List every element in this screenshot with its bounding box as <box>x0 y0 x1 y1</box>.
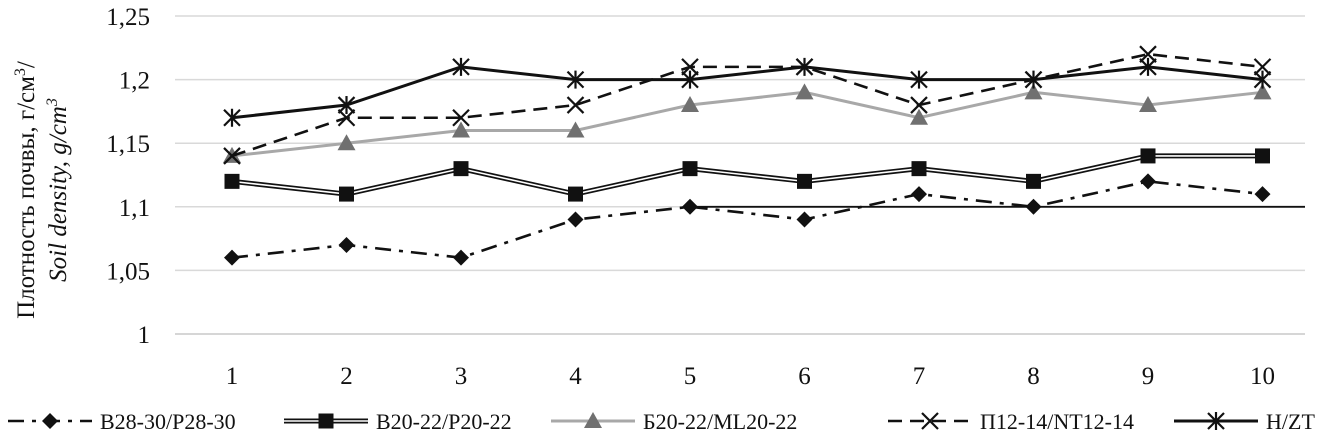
data-point <box>682 198 698 215</box>
y-tick-label: 1,15 <box>106 131 150 158</box>
data-point <box>911 161 927 177</box>
data-point <box>681 70 699 89</box>
data-point <box>682 161 698 177</box>
series-group <box>223 45 1272 266</box>
data-point <box>1255 148 1270 164</box>
x-tick-label: 9 <box>1142 363 1155 390</box>
data-point <box>681 96 699 113</box>
data-point <box>566 96 585 114</box>
data-point <box>910 108 928 125</box>
data-point <box>797 173 812 189</box>
series-line <box>231 52 1263 158</box>
data-point <box>223 108 241 127</box>
legend-marker <box>921 412 939 430</box>
y-tick-label: 1 <box>138 322 151 349</box>
y-tick-label: 1,05 <box>106 258 150 285</box>
data-point <box>568 186 583 202</box>
legend-label: П12-14/NT12-14 <box>980 409 1134 434</box>
data-point <box>1253 83 1272 100</box>
y-tick-label: 1,1 <box>119 195 150 222</box>
data-point <box>566 70 585 89</box>
data-point <box>452 108 470 127</box>
legend-item: П12-14/NT12-14 <box>888 409 1134 434</box>
data-point <box>796 211 813 228</box>
legend: В28-30/P28-30 В20-22/P20-22 Б20-22/ML20-22… <box>8 409 1315 434</box>
x-tick-label: 5 <box>684 363 697 390</box>
x-tick-label: 1 <box>226 363 239 390</box>
data-point <box>453 161 469 177</box>
legend-item: В20-22/P20-22 <box>284 409 512 434</box>
data-point <box>1139 96 1157 113</box>
data-point <box>337 96 356 115</box>
x-tick-labels: 1 2 3 4 5 6 7 8 9 10 <box>226 363 1275 390</box>
data-point <box>338 236 355 253</box>
data-point <box>453 249 469 266</box>
legend-item: В28-30/P28-30 <box>8 409 236 434</box>
x-tick-label: 2 <box>340 363 353 390</box>
data-point <box>1024 83 1043 100</box>
data-point <box>1253 58 1272 76</box>
data-point <box>337 134 356 151</box>
data-point <box>337 108 356 127</box>
x-tick-label: 10 <box>1250 363 1275 390</box>
data-point <box>1026 173 1041 189</box>
data-point <box>1140 148 1156 164</box>
data-point <box>339 186 354 202</box>
legend-label: Б20-22/ML20-22 <box>643 409 797 434</box>
x-tick-label: 8 <box>1027 363 1040 390</box>
data-point <box>1254 186 1271 203</box>
y-axis-title: Плотность почвы, г/см3/Soil density, g/c… <box>12 61 72 319</box>
legend-label: В28-30/P28-30 <box>100 409 236 434</box>
y-tick-label: 1,25 <box>106 4 150 31</box>
data-point <box>911 186 927 203</box>
legend-label: Н/ZT <box>1266 409 1315 434</box>
data-point <box>1140 173 1156 190</box>
legend-marker <box>584 412 602 428</box>
y-axis-title-line1: Плотность почвы, г/см3/ <box>12 61 40 319</box>
legend-marker <box>1207 412 1225 430</box>
y-tick-labels: 1 1,05 1,1 1,15 1,2 1,25 <box>106 4 150 349</box>
legend-label: В20-22/P20-22 <box>376 409 512 434</box>
x-tick-label: 7 <box>913 363 926 390</box>
y-axis-title-line2: Soil density, g/cm3 <box>44 98 72 282</box>
data-point <box>1025 198 1042 215</box>
data-point <box>452 121 470 138</box>
series-line <box>231 90 1263 158</box>
data-point <box>567 211 584 228</box>
x-tick-label: 4 <box>569 363 582 390</box>
data-point <box>795 83 814 100</box>
y-tick-label: 1,2 <box>119 68 150 95</box>
data-point <box>1253 70 1272 89</box>
series-4 <box>223 45 1272 165</box>
data-point <box>910 70 928 89</box>
data-point <box>223 147 241 165</box>
series-line-inner <box>231 155 1263 195</box>
data-point <box>224 173 240 189</box>
legend-item: Н/ZT <box>1174 409 1315 434</box>
data-point <box>566 121 585 138</box>
data-point <box>910 96 928 114</box>
data-point <box>224 249 240 266</box>
x-tick-label: 3 <box>455 363 468 390</box>
legend-marker <box>42 413 58 429</box>
series-5 <box>223 57 1272 127</box>
series-2 <box>224 148 1270 202</box>
data-point <box>1139 57 1157 76</box>
legend-item: Б20-22/ML20-22 <box>551 409 797 434</box>
series-line <box>231 180 1263 260</box>
data-point <box>452 57 470 76</box>
series-line <box>231 65 1263 120</box>
x-tick-label: 6 <box>798 363 811 390</box>
data-point <box>795 57 814 76</box>
legend-marker <box>318 413 334 429</box>
data-point <box>1024 70 1043 89</box>
data-point <box>681 58 699 76</box>
series-1 <box>224 173 1271 266</box>
data-point <box>1139 45 1157 63</box>
